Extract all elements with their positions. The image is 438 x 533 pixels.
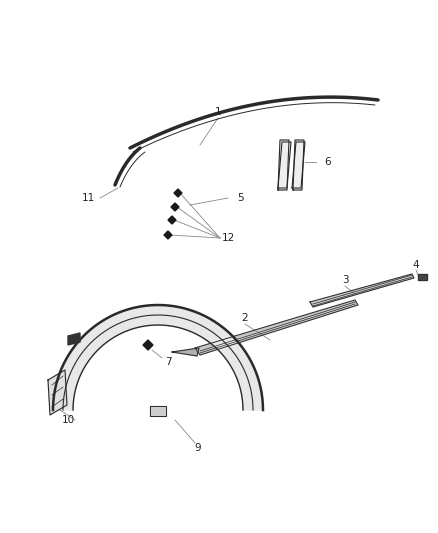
Polygon shape (53, 305, 263, 410)
Polygon shape (68, 333, 80, 345)
Polygon shape (174, 189, 182, 197)
Polygon shape (195, 300, 358, 355)
Text: 9: 9 (194, 443, 201, 453)
Text: 6: 6 (325, 157, 331, 167)
Polygon shape (278, 140, 289, 190)
Polygon shape (48, 370, 67, 415)
Text: 11: 11 (81, 193, 95, 203)
Text: 7: 7 (165, 357, 171, 367)
Polygon shape (418, 274, 427, 280)
Polygon shape (172, 348, 199, 356)
Polygon shape (310, 274, 414, 307)
Text: 12: 12 (221, 233, 235, 243)
Text: 10: 10 (61, 415, 74, 425)
Text: 5: 5 (237, 193, 244, 203)
Polygon shape (171, 203, 179, 211)
Polygon shape (168, 216, 176, 224)
Text: 3: 3 (342, 275, 348, 285)
Polygon shape (143, 340, 153, 350)
Text: 1: 1 (215, 107, 221, 117)
Text: 4: 4 (413, 260, 419, 270)
Polygon shape (150, 406, 166, 416)
Polygon shape (164, 231, 172, 239)
Polygon shape (278, 142, 291, 188)
Text: 2: 2 (242, 313, 248, 323)
Polygon shape (292, 142, 305, 188)
Polygon shape (293, 140, 304, 190)
